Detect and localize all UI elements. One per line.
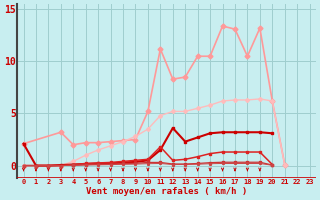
X-axis label: Vent moyen/en rafales ( km/h ): Vent moyen/en rafales ( km/h ) <box>86 187 247 196</box>
